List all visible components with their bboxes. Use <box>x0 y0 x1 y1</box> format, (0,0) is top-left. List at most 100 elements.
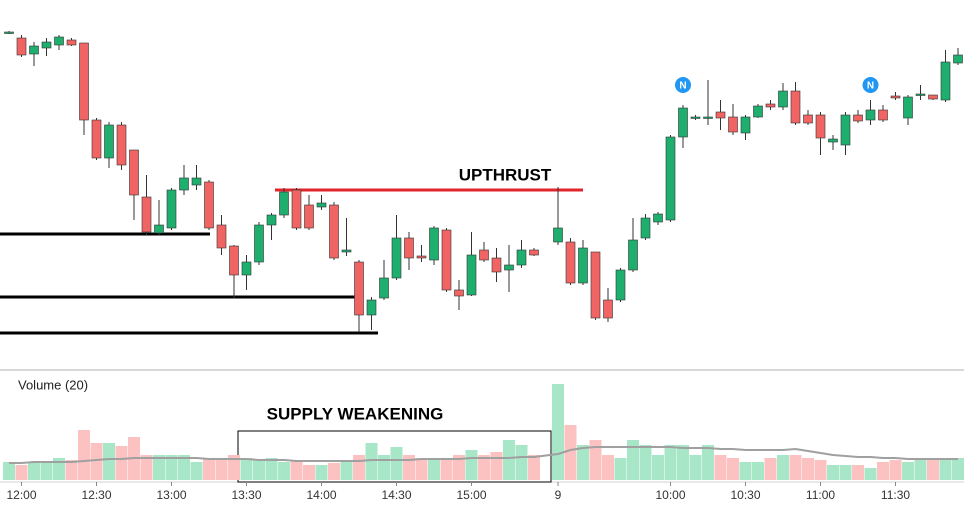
candle-body <box>665 136 676 221</box>
volume-bar <box>78 430 90 480</box>
volume-bar <box>115 446 128 480</box>
candle-body <box>553 227 563 243</box>
candle-body <box>740 116 751 134</box>
candle-body <box>928 94 938 100</box>
volume-bar <box>877 462 889 480</box>
candle-body <box>728 116 738 133</box>
x-tick-label: 13:00 <box>156 488 186 502</box>
volume-ma-line <box>9 446 958 464</box>
candle-body <box>615 269 626 301</box>
volume-bar <box>503 440 515 480</box>
volume-bar <box>677 445 689 480</box>
candle-body <box>578 247 588 284</box>
candle-body <box>54 36 64 46</box>
volume-bar <box>564 425 577 480</box>
volume-bar <box>714 455 727 480</box>
volume-bar <box>340 460 353 480</box>
volume-bar <box>739 462 752 480</box>
volume-bar <box>415 458 428 480</box>
candle-body <box>329 204 339 259</box>
candle-body <box>216 224 227 249</box>
volume-bar <box>639 445 652 480</box>
candle-body <box>753 105 763 118</box>
annotation: SUPPLY WEAKENING <box>267 404 444 423</box>
candle-body <box>778 90 788 108</box>
news-marker <box>675 77 691 93</box>
candle-body <box>765 103 776 108</box>
volume-bar <box>303 465 315 480</box>
volume-bar <box>814 460 827 480</box>
candle-body <box>640 217 651 239</box>
candle-body <box>590 251 601 319</box>
candle-body <box>690 116 701 119</box>
candle-body <box>166 189 177 229</box>
volume-bar <box>290 460 303 480</box>
volume-bar <box>490 452 503 480</box>
x-tick-label: 14:00 <box>306 488 336 502</box>
volume-bar <box>465 450 478 480</box>
volume-bar <box>228 455 240 480</box>
x-tick-label: 10:00 <box>655 488 685 502</box>
volume-bar <box>802 458 814 480</box>
x-tick-label: 10:30 <box>730 488 760 502</box>
volume-bar <box>15 465 28 480</box>
volume-bar <box>90 443 103 480</box>
volume-bar <box>789 455 802 480</box>
candle-body <box>416 255 427 259</box>
volume-bar <box>752 462 764 480</box>
candle-body <box>241 261 252 276</box>
candle-body <box>940 61 951 101</box>
x-tick-label: 11:30 <box>881 488 910 502</box>
candle-body <box>291 189 302 229</box>
volume-bar <box>652 455 664 480</box>
volume-bar <box>390 447 403 480</box>
candle-body <box>504 264 514 271</box>
x-tick-label: 12:00 <box>6 488 36 502</box>
candle-body <box>154 224 164 234</box>
candle-body <box>565 241 576 284</box>
candle-body <box>454 289 464 297</box>
volume-bar <box>515 445 528 480</box>
candle-body <box>878 109 888 121</box>
candle-body <box>516 249 527 266</box>
news-marker-label: N <box>867 81 874 92</box>
volume-bar <box>365 443 378 480</box>
candle-body <box>116 124 127 166</box>
volume-bar <box>440 458 453 480</box>
candle-body <box>16 37 27 56</box>
volume-bar <box>153 455 165 480</box>
volume-bar <box>777 455 789 480</box>
volume-bar <box>240 458 253 480</box>
candle-body <box>341 249 352 253</box>
candle-body <box>191 177 202 186</box>
volume-bar <box>589 440 602 480</box>
candle-body <box>204 181 214 229</box>
volume-bar <box>453 455 465 480</box>
x-tick-label: 11:00 <box>806 488 835 502</box>
candle-body <box>603 299 613 319</box>
candle-body <box>953 54 963 64</box>
volume-bar <box>952 458 964 480</box>
volume-bar <box>552 384 564 480</box>
volume-bar <box>689 455 702 480</box>
x-tick-label: 14:30 <box>381 488 411 502</box>
volume-bar <box>315 465 328 480</box>
volume-bar <box>864 468 877 480</box>
candle-body <box>479 249 489 261</box>
volume-bar <box>702 445 714 480</box>
candle-body <box>628 239 638 271</box>
candle-body <box>653 213 663 223</box>
volume-bar <box>40 462 53 480</box>
candle-body <box>803 114 813 124</box>
candle-body <box>179 177 189 191</box>
volume-bar <box>253 460 265 480</box>
volume-bar <box>939 458 952 480</box>
volume-bar <box>403 455 415 480</box>
volume-bar <box>914 460 927 480</box>
x-tick-label: 12:30 <box>81 488 111 502</box>
candle-body <box>828 138 838 143</box>
volume-bar <box>602 455 614 480</box>
candle-body <box>29 45 39 55</box>
candle-body <box>441 229 452 291</box>
candle-body <box>79 42 89 121</box>
